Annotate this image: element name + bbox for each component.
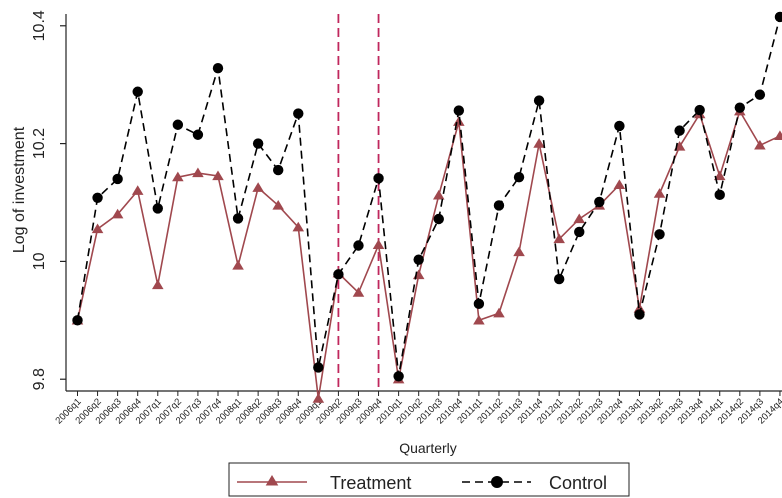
treatment-point bbox=[653, 188, 666, 198]
x-axis-label: Quarterly bbox=[399, 440, 457, 456]
control-point bbox=[513, 171, 525, 183]
control-line bbox=[76, 16, 781, 377]
treatment-point bbox=[212, 170, 224, 181]
treatment-point bbox=[754, 139, 766, 150]
treatment-point bbox=[573, 213, 586, 224]
treatment-point bbox=[292, 221, 305, 232]
treatment-point bbox=[513, 246, 525, 257]
control-point bbox=[152, 203, 163, 214]
series-layer bbox=[71, 11, 782, 403]
treatment-point bbox=[493, 307, 505, 318]
control-point bbox=[232, 213, 244, 224]
control-point bbox=[694, 104, 705, 116]
reference-lines bbox=[337, 14, 380, 391]
control-point bbox=[754, 89, 766, 100]
control-point bbox=[574, 226, 585, 238]
control-point bbox=[192, 129, 204, 140]
control-point bbox=[413, 254, 424, 265]
y-axis-ticks: 9.8 10 10.2 10.4 bbox=[31, 10, 66, 390]
y-axis-label: Log of investment bbox=[11, 126, 28, 253]
legend: Treatment Control bbox=[228, 462, 630, 497]
control-point bbox=[252, 138, 264, 149]
treatment-point bbox=[252, 182, 264, 192]
control-point bbox=[273, 164, 284, 176]
control-point bbox=[393, 371, 404, 382]
control-point bbox=[112, 173, 123, 185]
control-point bbox=[132, 86, 143, 97]
control-point bbox=[212, 62, 224, 74]
treatment-point bbox=[533, 138, 545, 148]
plot-frame bbox=[65, 14, 782, 392]
control-point bbox=[774, 11, 782, 23]
y-tick-label: 10.4 bbox=[31, 10, 48, 41]
treatment-point bbox=[272, 199, 284, 210]
y-tick-label: 10 bbox=[31, 252, 48, 270]
treatment-line bbox=[76, 109, 781, 399]
treatment-point bbox=[372, 239, 385, 250]
legend-box bbox=[228, 462, 630, 497]
treatment-point bbox=[172, 171, 184, 182]
treatment-point bbox=[613, 179, 626, 189]
control-point bbox=[553, 273, 565, 285]
control-point bbox=[493, 200, 505, 211]
treatment-point bbox=[774, 130, 782, 141]
control-point bbox=[533, 95, 545, 106]
legend-control-marker bbox=[491, 476, 503, 488]
control-point bbox=[674, 125, 685, 136]
control-point bbox=[373, 173, 384, 184]
treatment-point bbox=[152, 279, 164, 290]
control-point bbox=[172, 119, 184, 130]
treatment-point bbox=[432, 189, 445, 200]
control-point bbox=[473, 298, 485, 310]
treatment-point bbox=[192, 167, 204, 178]
series-control bbox=[72, 11, 782, 382]
treatment-point bbox=[553, 233, 565, 244]
control-point bbox=[92, 192, 103, 203]
treatment-point bbox=[412, 269, 425, 280]
control-point bbox=[654, 229, 665, 240]
control-point bbox=[293, 108, 304, 119]
treatment-point bbox=[352, 287, 365, 297]
control-point bbox=[714, 189, 725, 201]
legend-treatment-marker bbox=[265, 475, 279, 486]
y-tick-label: 9.8 bbox=[31, 368, 48, 390]
control-point bbox=[614, 120, 625, 132]
control-point bbox=[353, 240, 364, 251]
legend-treatment-label: Treatment bbox=[330, 473, 411, 493]
control-point bbox=[433, 213, 444, 225]
treatment-point bbox=[232, 260, 244, 270]
x-axis-ticks: 2006q12006q22006q32006q42007q12007q22007… bbox=[53, 391, 782, 427]
control-point bbox=[594, 196, 605, 208]
treatment-point bbox=[713, 170, 726, 181]
treatment-point bbox=[111, 208, 124, 219]
control-point bbox=[333, 269, 344, 280]
control-point bbox=[453, 105, 465, 116]
y-tick-label: 10.2 bbox=[31, 128, 48, 159]
treatment-point bbox=[312, 393, 325, 403]
series-treatment bbox=[71, 105, 782, 403]
treatment-point bbox=[91, 223, 104, 234]
control-point bbox=[634, 309, 645, 320]
control-point bbox=[734, 102, 746, 113]
control-point bbox=[72, 315, 83, 326]
control-point bbox=[313, 362, 324, 373]
legend-control-label: Control bbox=[549, 473, 607, 493]
treatment-point bbox=[131, 185, 144, 195]
treatment-point bbox=[473, 314, 485, 325]
